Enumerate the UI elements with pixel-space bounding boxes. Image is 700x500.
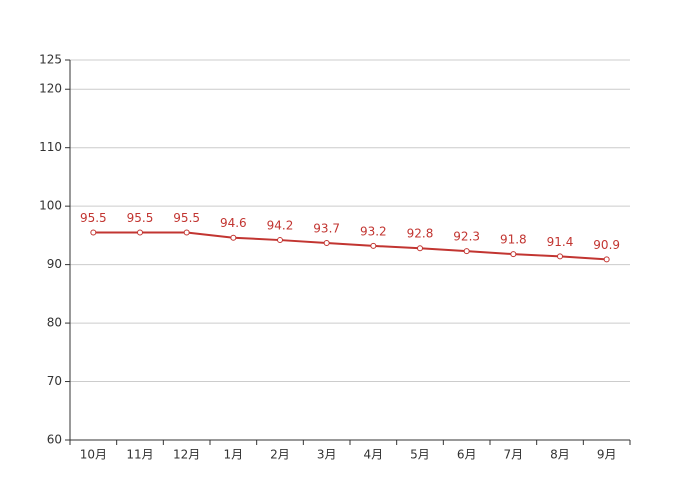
y-tick-label: 70 <box>47 374 62 388</box>
y-tick-label: 90 <box>47 257 62 271</box>
point <box>463 248 470 255</box>
data-label: 93.2 <box>360 224 387 238</box>
data-label: 95.5 <box>80 211 107 225</box>
data-label: 95.5 <box>173 211 200 225</box>
x-tick-label: 4月 <box>364 448 384 462</box>
data-label: 90.9 <box>593 238 620 252</box>
x-tick-label: 2月 <box>270 448 290 462</box>
data-label: 91.4 <box>547 235 574 249</box>
y-tick-label: 110 <box>39 140 62 154</box>
data-label: 92.8 <box>407 227 434 241</box>
data-label: 95.5 <box>127 211 154 225</box>
x-tick-label: 10月 <box>80 448 107 462</box>
data-label: 94.6 <box>220 216 247 230</box>
point <box>370 242 377 249</box>
point <box>510 251 517 258</box>
y-tick-label: 100 <box>39 199 62 213</box>
x-tick-label: 1月 <box>224 448 244 462</box>
point <box>230 234 237 241</box>
point <box>417 245 423 252</box>
point <box>323 239 330 246</box>
y-tick-label: 120 <box>39 82 62 96</box>
x-tick-label: 9月 <box>597 448 617 462</box>
point <box>557 253 563 260</box>
data-label: 92.3 <box>453 230 480 244</box>
x-tick-label: 8月 <box>550 448 570 462</box>
y-tick-label: 80 <box>47 316 62 330</box>
point <box>183 229 190 236</box>
y-tick-label: 125 <box>39 53 62 67</box>
point <box>137 229 143 236</box>
point <box>90 229 97 236</box>
y-tick-label: 60 <box>47 433 62 447</box>
line <box>93 231 607 261</box>
point <box>603 256 610 263</box>
x-tick-label: 12月 <box>173 448 200 462</box>
data-label: 94.2 <box>267 219 294 233</box>
x-tick-label: 7月 <box>504 448 524 462</box>
x-tick-label: 5月 <box>410 448 430 462</box>
data-label: 91.8 <box>500 233 527 247</box>
data-label: 93.7 <box>313 221 340 235</box>
point <box>277 237 283 244</box>
x-tick-label: 3月 <box>317 448 337 462</box>
x-tick-label: 6月 <box>457 448 477 462</box>
x-tick-label: 11月 <box>126 448 153 462</box>
